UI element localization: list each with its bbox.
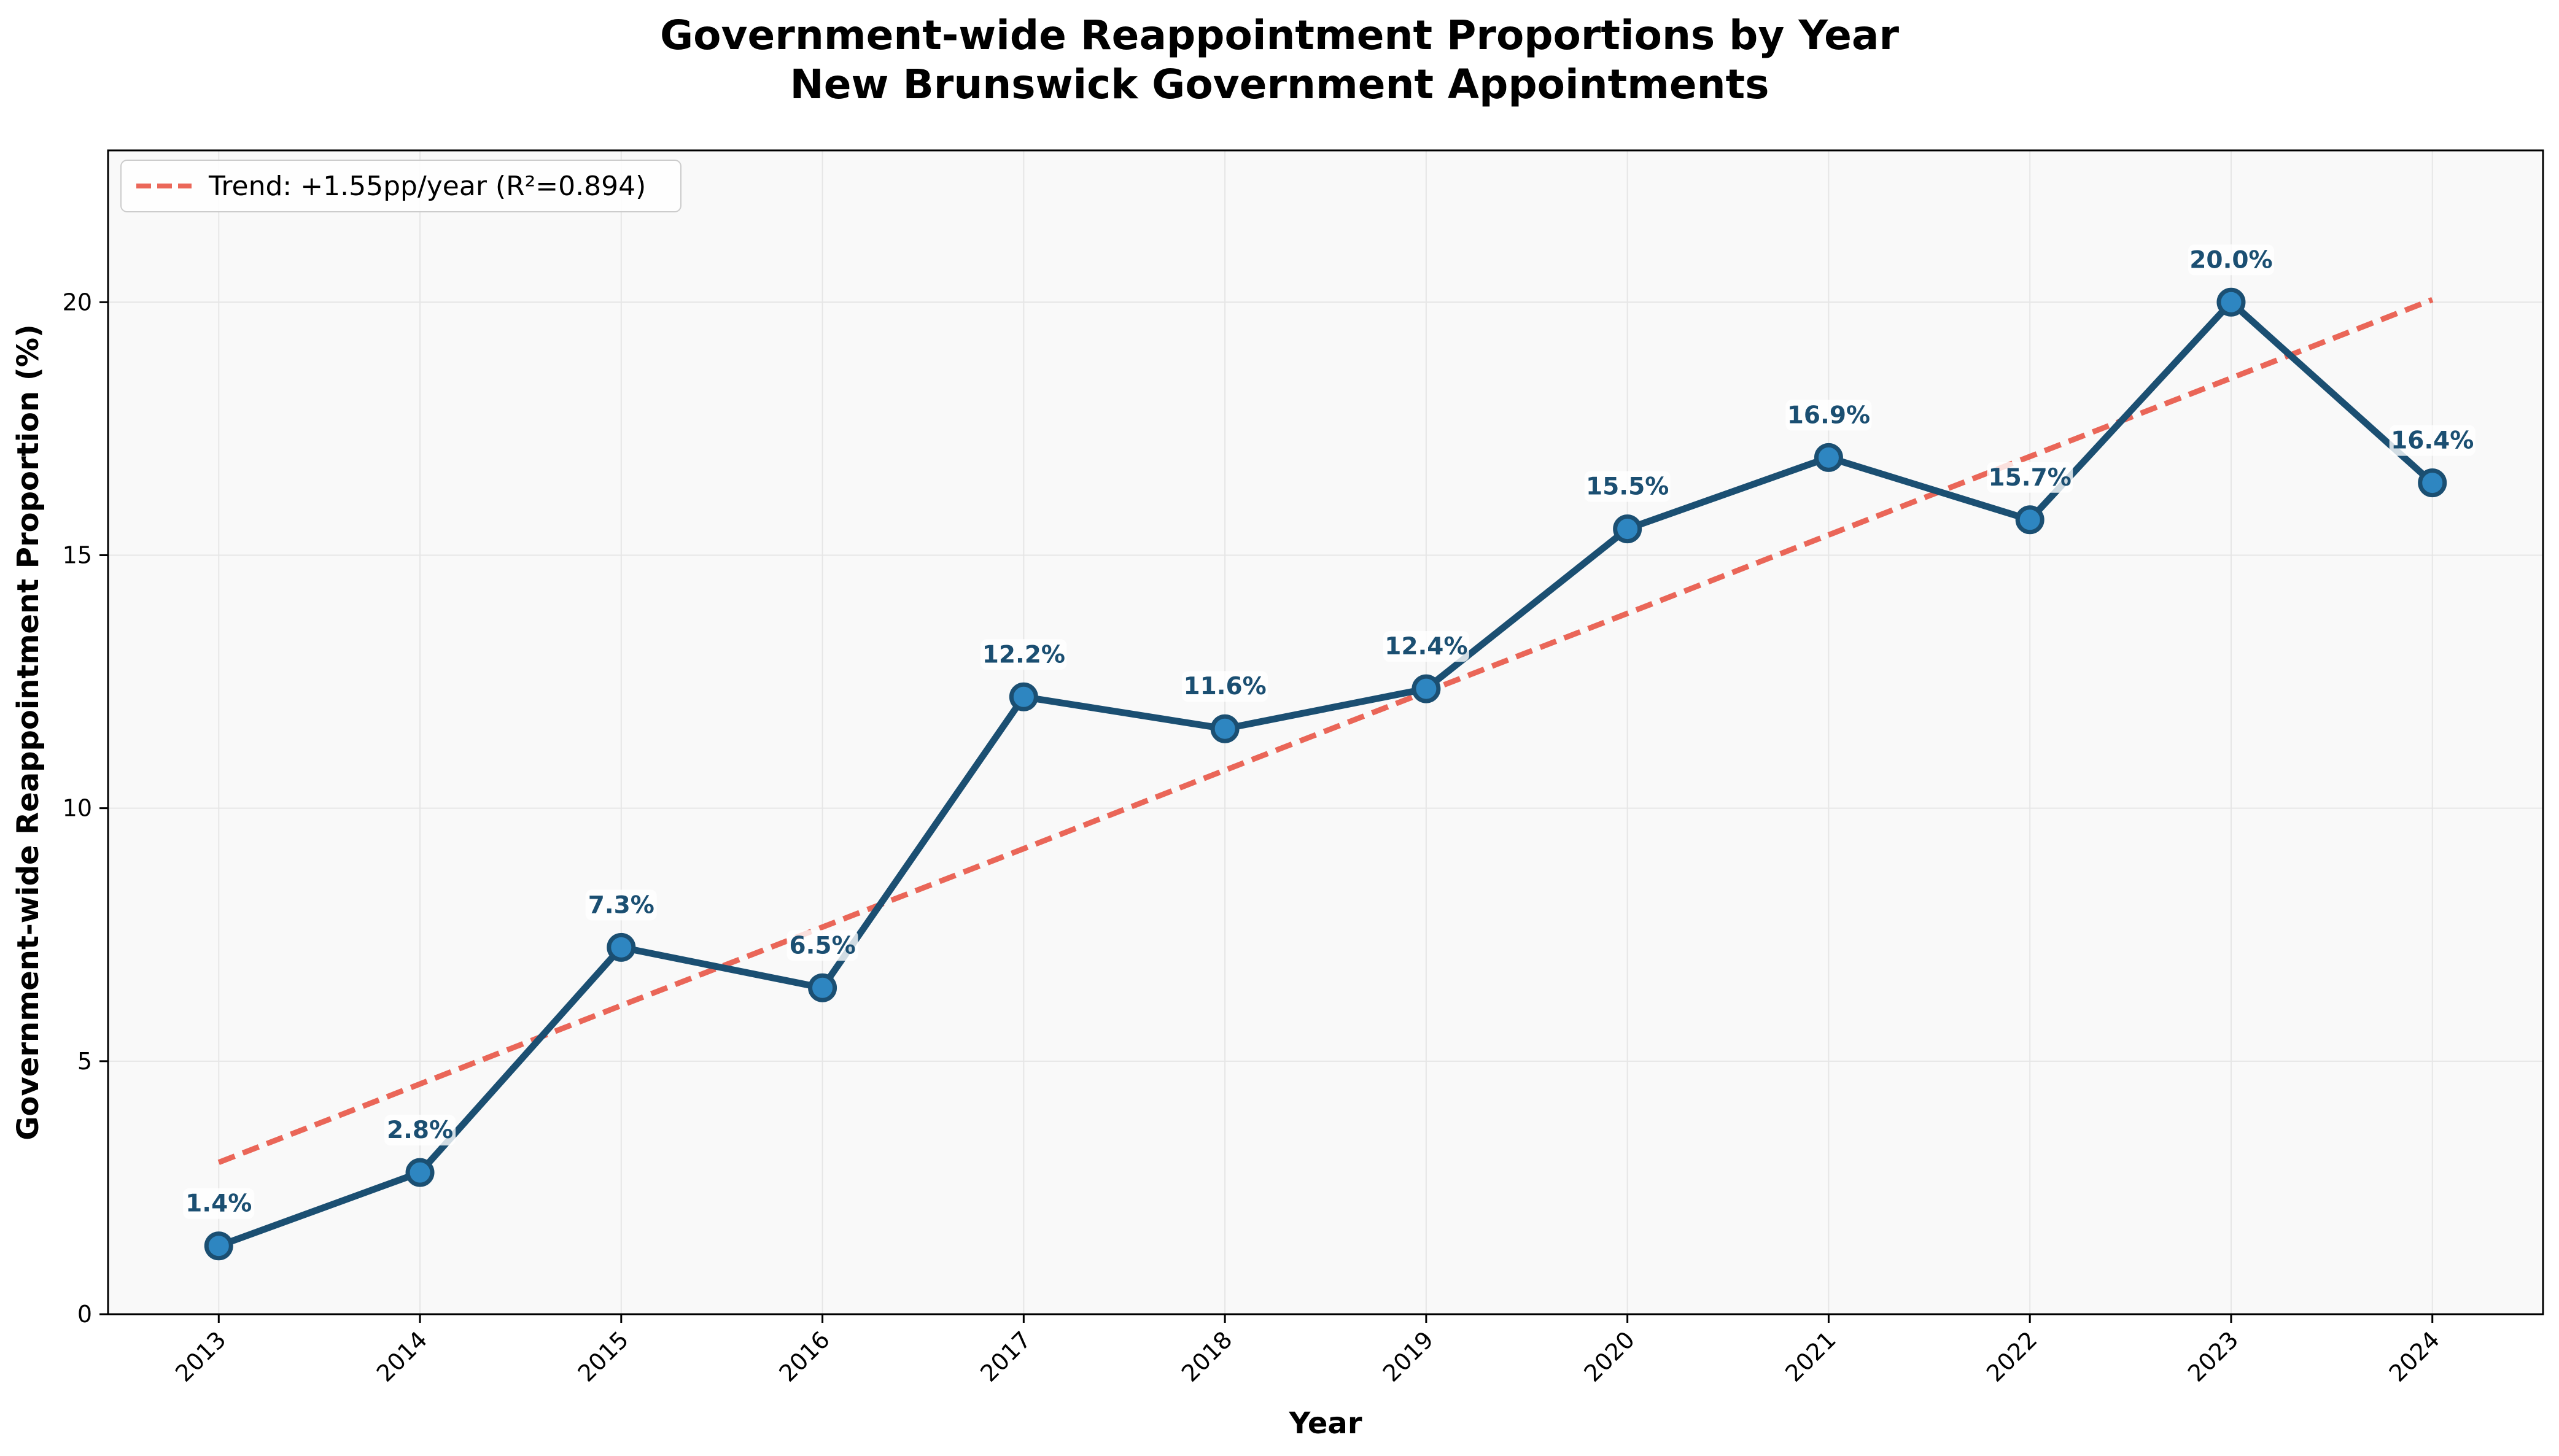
data-point-2022 <box>2015 505 2044 535</box>
data-label-bg-2015 <box>585 889 657 921</box>
data-label-bg-2013 <box>183 1188 255 1219</box>
legend-box <box>120 160 681 212</box>
x-tick-label-2023: 2023 <box>2183 1326 2244 1387</box>
y-tick-label-15: 15 <box>63 541 92 568</box>
x-tick-label-2024: 2024 <box>2384 1326 2445 1387</box>
data-label-2021: 16.9% <box>1787 401 1870 429</box>
data-label-2024: 16.4% <box>2391 427 2474 455</box>
legend-entry-trend: Trend: +1.55pp/year (R²=0.894) <box>208 171 646 202</box>
data-label-bg-2017 <box>980 639 1067 670</box>
chart-title: Government-wide Reappointment Proportion… <box>660 12 1899 59</box>
trend-layer <box>217 296 2434 1165</box>
data-label-2016: 6.5% <box>789 932 855 959</box>
y-tick-label-5: 5 <box>77 1048 92 1075</box>
x-tick-label-2018: 2018 <box>1176 1326 1238 1387</box>
data-point-2019 <box>1412 674 1441 703</box>
x-tick-label-2013: 2013 <box>170 1326 231 1387</box>
x-tick-label-2020: 2020 <box>1579 1326 1641 1387</box>
data-label-bg-2018 <box>1182 671 1268 702</box>
y-axis-label: Government-wide Reappointment Proportion… <box>11 324 45 1140</box>
data-label-2023: 20.0% <box>2189 246 2272 274</box>
data-label-bg-2024 <box>2389 425 2476 456</box>
chart-subtitle: New Brunswick Government Appointments <box>790 61 1769 108</box>
grid-lines <box>108 150 2543 1315</box>
x-tick-label-2022: 2022 <box>1981 1326 2043 1387</box>
data-point-2013 <box>204 1231 233 1261</box>
data-point-2023 <box>2216 287 2246 317</box>
x-tick-label-2016: 2016 <box>774 1326 835 1387</box>
y-tick-label-10: 10 <box>63 795 92 822</box>
data-point-2017 <box>1009 682 1038 711</box>
data-point-2018 <box>1210 714 1240 743</box>
data-label-bg-2021 <box>1785 400 1872 431</box>
data-point-2024 <box>2418 468 2447 498</box>
data-point-2015 <box>607 932 636 962</box>
data-point-2014 <box>405 1158 435 1187</box>
y-axis-ticks: 0 5 10 15 20 <box>63 288 108 1328</box>
data-label-bg-2019 <box>1383 631 1469 662</box>
data-label-bg-2023 <box>2188 244 2274 276</box>
x-tick-label-2017: 2017 <box>975 1326 1036 1387</box>
data-label-2020: 15.5% <box>1586 473 1669 501</box>
data-point-2021 <box>1814 443 1843 472</box>
data-label-2017: 12.2% <box>982 641 1065 668</box>
x-axis-ticks: 2013 2014 2015 2016 2017 2018 2019 2020 2021 2022… <box>170 1314 2445 1387</box>
legend: Trend: +1.55pp/year (R²=0.894) <box>120 160 681 212</box>
data-label-2019: 12.4% <box>1384 633 1467 660</box>
data-point-2016 <box>808 973 837 1002</box>
data-label-bg-2016 <box>786 930 858 961</box>
x-tick-label-2021: 2021 <box>1780 1326 1841 1387</box>
plot-frame <box>107 149 2544 1315</box>
data-labels: 1.4% 2.8% 7.3% 6.5% 12.2% 11.6% 12.4% 15.5% 16.9… <box>183 244 2476 1219</box>
data-label-2015: 7.3% <box>588 891 654 919</box>
data-label-bg-2022 <box>1987 462 2073 493</box>
trend-line <box>217 296 2434 1165</box>
data-label-bg-2014 <box>384 1115 456 1146</box>
x-axis-label: Year <box>1289 1406 1362 1441</box>
x-tick-label-2015: 2015 <box>573 1326 634 1387</box>
y-tick-label-20: 20 <box>63 288 92 316</box>
data-label-2013: 1.4% <box>185 1190 252 1218</box>
data-label-2014: 2.8% <box>387 1117 453 1144</box>
data-label-2018: 11.6% <box>1183 673 1266 700</box>
data-label-2022: 15.7% <box>1989 464 2072 492</box>
y-tick-label-0: 0 <box>77 1301 92 1328</box>
data-label-bg-2020 <box>1584 471 1671 502</box>
x-tick-label-2014: 2014 <box>371 1326 433 1387</box>
data-point-2020 <box>1613 514 1642 544</box>
x-tick-label-2019: 2019 <box>1378 1326 1439 1387</box>
